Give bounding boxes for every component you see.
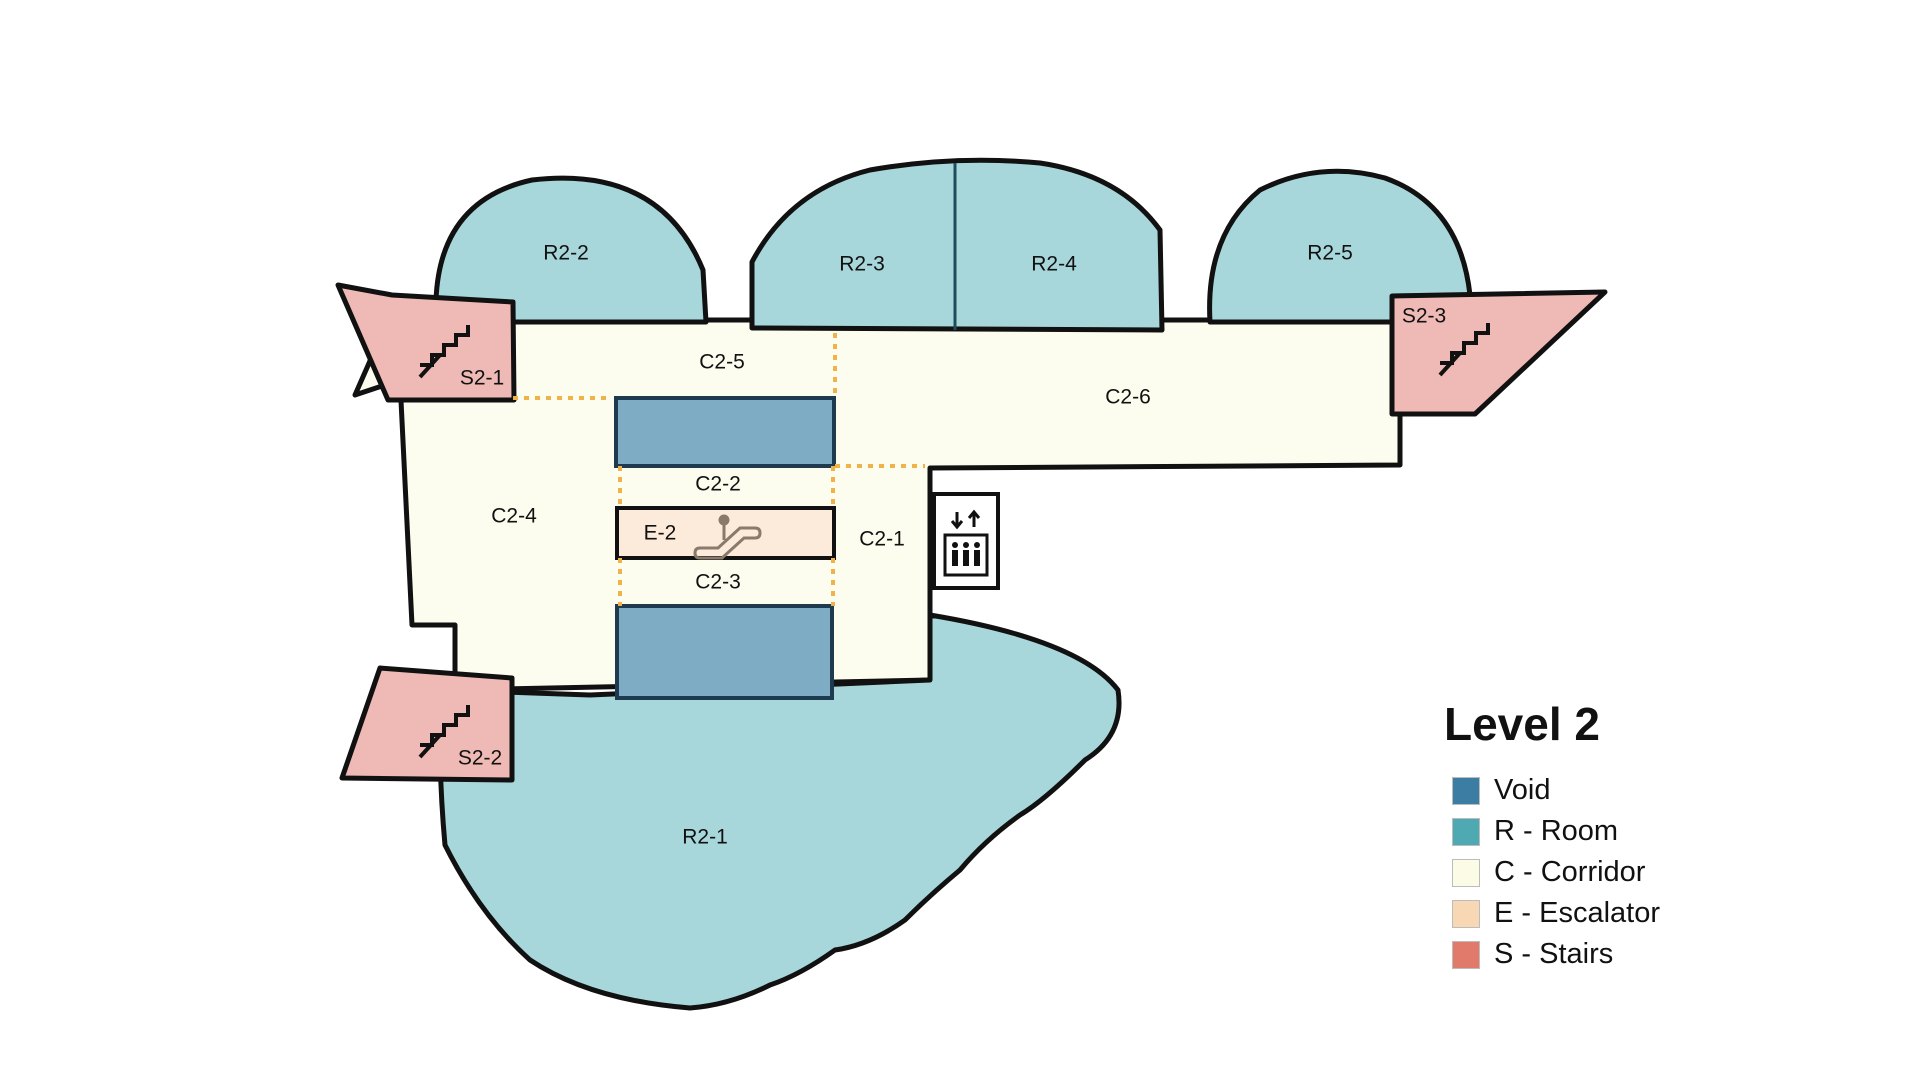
label-r2-4: R2-4: [1031, 253, 1077, 276]
elevator-icon[interactable]: [932, 492, 1000, 590]
room-r2-2[interactable]: [433, 175, 709, 325]
legend-item-corridor: C - Corridor: [1440, 852, 1780, 893]
label-s2-2: S2-2: [458, 747, 502, 770]
legend-item-room: R - Room: [1440, 811, 1780, 852]
label-c2-3: C2-3: [695, 571, 741, 594]
map-legend: Level 2 Void R - Room C - Corridor E - E…: [1440, 700, 1780, 975]
stairs-s2-3[interactable]: [1389, 289, 1608, 417]
label-c2-2: C2-2: [695, 473, 741, 496]
legend-title: Level 2: [1444, 698, 1600, 750]
void-lower: [615, 604, 834, 700]
legend-swatch: [1452, 940, 1480, 969]
label-r2-2: R2-2: [543, 242, 589, 265]
room-r2-5[interactable]: [1207, 168, 1473, 325]
stairs-icon: [418, 325, 470, 379]
room-r2-3-r2-4[interactable]: [749, 157, 1165, 333]
label-c2-1: C2-1: [859, 528, 905, 551]
void-upper: [614, 396, 836, 468]
label-r2-1: R2-1: [682, 826, 728, 849]
legend-swatch: [1452, 776, 1480, 805]
label-s2-3: S2-3: [1402, 305, 1446, 328]
legend-swatch: [1452, 899, 1480, 928]
stairs-s2-2[interactable]: [339, 665, 515, 783]
stairs-icon: [1438, 323, 1490, 377]
room-r2-1[interactable]: [437, 612, 1122, 1011]
label-r2-3: R2-3: [839, 253, 885, 276]
label-r2-5: R2-5: [1307, 242, 1353, 265]
escalator-icon: [693, 514, 762, 560]
legend-swatch: [1452, 817, 1480, 846]
legend-label: Void: [1494, 774, 1551, 806]
label-c2-5: C2-5: [699, 351, 745, 374]
legend-swatch: [1452, 858, 1480, 887]
label-c2-4: C2-4: [491, 505, 537, 528]
legend-label: E - Escalator: [1494, 897, 1660, 929]
legend-item-stairs: S - Stairs: [1440, 934, 1780, 975]
label-c2-6: C2-6: [1105, 386, 1151, 409]
legend-label: C - Corridor: [1494, 856, 1646, 888]
label-s2-1: S2-1: [460, 367, 504, 390]
stairs-s2-1[interactable]: [335, 282, 517, 403]
legend-label: S - Stairs: [1494, 938, 1614, 970]
corridor-boundaries: [513, 333, 925, 606]
stairs-icon: [418, 705, 470, 759]
label-e-2: E-2: [644, 522, 677, 545]
legend-item-escalator: E - Escalator: [1440, 893, 1780, 934]
legend-item-void: Void: [1440, 770, 1780, 811]
legend-label: R - Room: [1494, 815, 1619, 847]
